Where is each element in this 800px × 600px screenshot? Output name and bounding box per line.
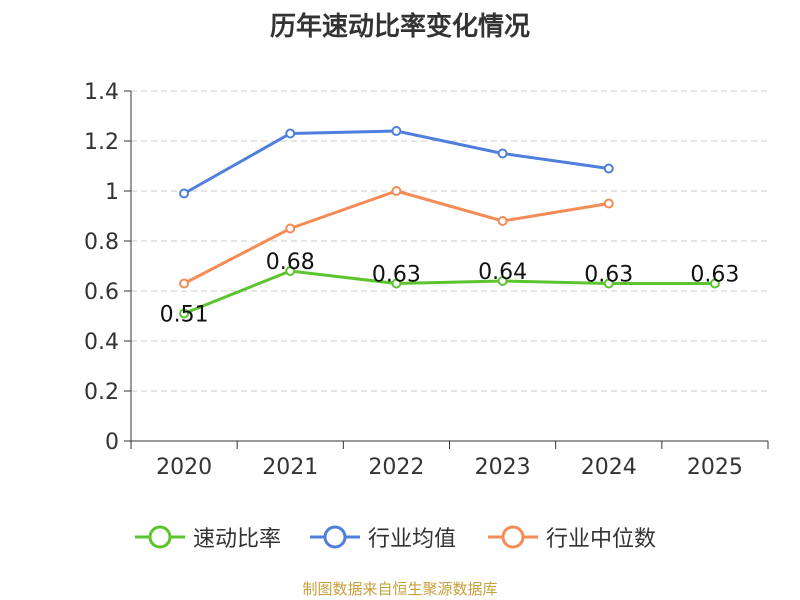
x-tick-label: 2025: [687, 455, 743, 480]
data-point: [179, 308, 190, 319]
data-label: 0.63: [690, 263, 739, 288]
legend-line-marker-icon: [135, 525, 185, 549]
x-tick-label: 2024: [581, 455, 637, 480]
source-note: 制图数据来自恒生聚源数据库: [302, 580, 498, 598]
data-point: [497, 216, 508, 226]
data-label: 0.68: [266, 250, 315, 275]
data-point: [285, 128, 296, 139]
legend-line-marker-icon: [488, 525, 538, 549]
data-label: 0.64: [478, 260, 527, 285]
x-tick-label: 2020: [156, 455, 212, 480]
legend-item-quick-ratio[interactable]: 速动比率: [135, 520, 281, 554]
data-point: [179, 188, 190, 199]
legend-label: 行业均值: [368, 527, 457, 552]
data-point: [179, 278, 190, 289]
y-tick-label: 1: [105, 180, 119, 205]
x-tick-label: 2021: [262, 455, 318, 480]
legend-item-industry-mean[interactable]: 行业均值: [310, 520, 456, 554]
data-point: [603, 278, 614, 289]
legend-label: 速动比率: [193, 527, 282, 552]
y-tick-label: 1.4: [84, 80, 119, 105]
series-line: [183, 129, 609, 195]
x-tick-label: 2022: [368, 455, 424, 480]
data-point: [285, 266, 296, 276]
data-point: [497, 148, 508, 159]
y-tick-label: 1.2: [84, 130, 119, 155]
x-tick-label: 2023: [475, 455, 531, 480]
data-label: 0.51: [160, 303, 209, 328]
data-point: [603, 198, 614, 209]
legend-line-marker-icon: [310, 525, 360, 549]
data-label: 0.63: [372, 263, 421, 288]
legend-label: 行业中位数: [546, 527, 657, 552]
y-tick-label: 0.8: [84, 230, 119, 255]
data-point: [709, 278, 720, 289]
series-line: [183, 269, 715, 315]
y-tick-label: 0.6: [84, 280, 119, 305]
data-label: 0.63: [584, 263, 633, 288]
data-point: [497, 276, 508, 286]
legend: 速动比率 行业均值 行业中位数: [0, 520, 800, 554]
y-tick-label: 0.4: [84, 330, 119, 355]
chart-title: 历年速动比率变化情况: [269, 12, 530, 42]
legend-item-industry-median[interactable]: 行业中位数: [488, 520, 656, 554]
y-tick-label: 0: [105, 430, 119, 455]
data-point: [391, 126, 402, 136]
data-point: [391, 278, 402, 289]
y-tick-label: 0.2: [84, 380, 119, 405]
data-point: [603, 163, 614, 174]
data-point: [285, 223, 296, 234]
data-point: [391, 186, 402, 196]
